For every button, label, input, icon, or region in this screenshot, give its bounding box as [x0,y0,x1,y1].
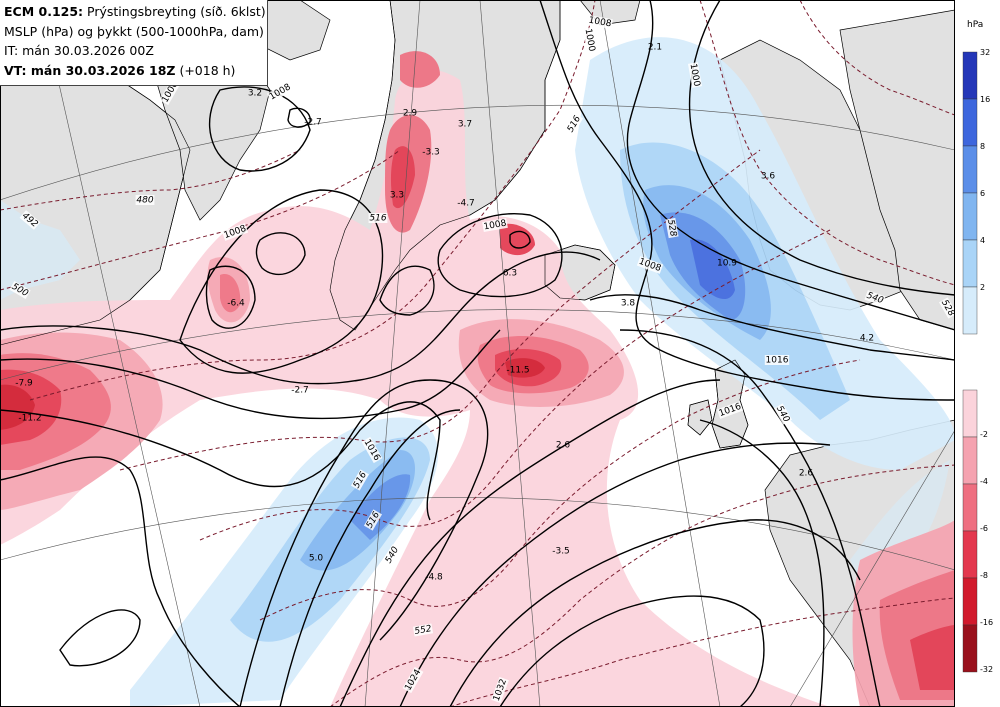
thickness-label-bg [135,195,155,205]
legend-rise-swatch [962,192,978,241]
legend-rise-swatch [962,51,978,100]
thickness-label-bg [350,469,370,491]
thickness-label-bg [363,509,383,531]
pressure-change-value: 5.0 [309,554,324,564]
legend-fall-tick: -4 [980,477,988,486]
isobar-label-bg [687,62,703,88]
legend-fall-swatch [962,577,978,626]
pressure-change-value: 3.6 [761,172,776,182]
isobar-label-bg [402,666,424,694]
legend-rise-swatch [962,239,978,288]
legend-fall-swatch [962,389,978,438]
legend-rise-swatch [962,145,978,194]
legend-fall-tick: -8 [980,571,988,580]
legend-fall-scale: -2 -4 -6 -8 -16 -32 [962,389,993,674]
thickness-label: 528 [665,219,678,238]
legend-fall-tick: -16 [980,618,993,627]
isobar-label-bg [764,355,790,365]
legend-rise-swatch [962,98,978,147]
forecast-hour: (+018 h) [179,62,236,78]
pressure-change-shading [0,37,955,707]
isobar-label-bg [221,223,249,241]
pressure-change-value: 2.6 [556,441,571,451]
pressure-change-value: -11.5 [506,366,529,376]
pressure-change-value: -3.5 [552,547,570,557]
pressure-change-value: 2.9 [403,109,418,119]
isobar-label: 1000 [688,63,702,88]
thickness-label-bg [368,213,388,223]
thickness-label: 516 [369,214,386,224]
thickness-label-bg [564,113,584,135]
isobar-label-bg [361,436,383,464]
isobar-contours [0,0,955,707]
legend-fall-tick: -6 [980,524,988,533]
isobar-label: 1016 [766,356,789,366]
pressure-change-value: 10.9 [717,259,737,269]
legend-fall-tick: -32 [980,665,993,674]
legend-unit: hPa [967,20,983,30]
initial-time: IT: mán 30.03.2026 00Z [4,43,154,58]
pressure-change-value: -6.4 [227,299,245,309]
thickness-label-bg [938,297,955,319]
pressure-change-value: 2.6 [799,469,814,479]
map-variables: MSLP (hPa) og þykkt (500-1000hPa, dam) [4,23,264,39]
isobar-label: 1000 [583,28,597,53]
legend-fall-swatch [962,530,978,579]
thickness-label: 552 [414,624,433,637]
thickness-label-bg [665,217,679,239]
isobar-label-bg [636,256,664,274]
pressure-change-value: -3.3 [422,148,440,158]
isobar-label: 1008 [588,16,613,30]
legend-rise-swatch [962,286,978,335]
pressure-change-value: -4.7 [457,199,475,209]
pressure-change-value-labels: 3.2 -2.7 2.9 3.7 -3.3 3.3 -4.7 6.3 2.1 3.6 10.9 3.8… [15,43,874,583]
color-legend: hPa 32 16 8 6 4 2 -2 -4 -6 -8 -16 -32 [955,0,1000,707]
isobar-label-bg [482,217,508,233]
legend-fall-swatch [962,624,978,673]
thickness-label: 480 [136,196,153,206]
isobar-label-bg [582,27,598,53]
legend-fall-tick: -2 [980,430,988,439]
isobar-label-bg [716,401,744,419]
pressure-change-value: -11.2 [18,414,41,424]
valid-time: VT: mán 30.03.2026 18Z [4,62,176,78]
pressure-change-value: -2.7 [291,386,309,396]
isobar-label-bg [491,676,509,704]
pressure-change-value: 2.1 [648,43,662,53]
isobar-label: 1008 [483,219,508,233]
legend-rise-tick: 32 [980,48,990,57]
legend-rise-scale: 32 16 8 6 4 2 [962,48,990,335]
legend-rise-tick: 16 [980,95,990,104]
thickness-label-bg [19,210,41,230]
pressure-change-value: 3.7 [458,120,472,130]
pressure-change-value: 3.2 [248,89,262,99]
pressure-change-value: 6.3 [503,269,517,279]
pressure-change-value: -7.9 [15,379,33,389]
isobar-label-bg [266,81,294,103]
map-title-box: ECM 0.125: Prýstingsbreyting (síð. 6klst… [0,0,268,86]
legend-rise-tick: 8 [980,142,985,151]
legend-rise-tick: 4 [980,236,985,245]
thickness-label-bg [412,623,434,637]
legend-rise-tick: 2 [980,283,985,292]
isobar-label-bg [587,14,613,30]
land-russia [839,9,955,331]
model-name: ECM 0.125: [4,4,84,19]
pressure-change-value: 4.2 [860,334,874,344]
thickness-label-bg [864,290,886,306]
pressure-change-value: -4.8 [425,573,443,583]
thickness-label-bg [773,403,793,425]
pressure-change-value: -2.7 [304,118,322,128]
thickness-label-bg [9,280,31,300]
legend-rise-tick: 6 [980,189,985,198]
legend-fall-swatch [962,436,978,485]
pressure-change-value: 3.8 [621,299,636,309]
thickness-label-bg [382,544,402,566]
map-subtitle: Prýstingsbreyting (síð. 6klst) [87,4,266,19]
pressure-change-value: 3.3 [390,191,404,201]
legend-fall-swatch [962,483,978,532]
